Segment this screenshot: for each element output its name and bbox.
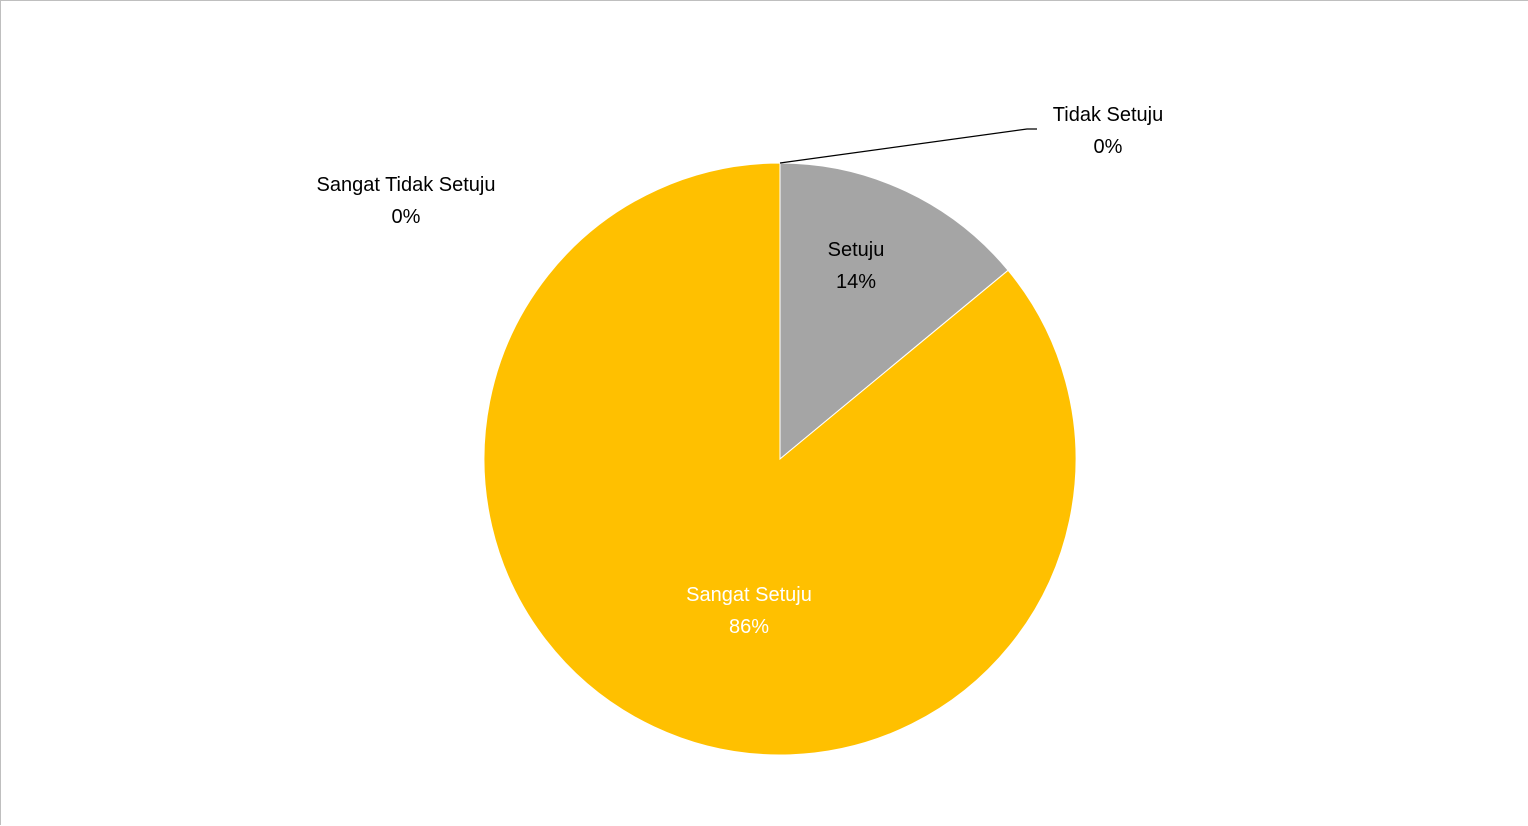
leader-line-tidak-setuju [779,128,1037,164]
data-label-sangat-tidak-setuju: Sangat Tidak Setuju [316,174,495,196]
pie-slice-setuju [779,162,1009,461]
data-labels: Sangat Tidak Setuju 0% Tidak Setuju 0% Setuj… [316,104,1163,638]
data-label-sangat-setuju: Sangat Setuju [686,584,812,606]
data-label-tidak-setuju: Tidak Setuju [1053,104,1163,126]
pie-slices [483,162,1077,756]
data-percent-setuju: 14% [836,271,876,293]
data-percent-sangat-tidak-setuju: 0% [392,206,421,228]
pie-slice-sangat-setuju [483,162,1077,756]
data-percent-tidak-setuju: 0% [1094,136,1123,158]
data-label-setuju: Setuju [828,239,885,261]
leader-lines [779,128,1037,164]
data-percent-sangat-setuju: 86% [729,616,769,638]
